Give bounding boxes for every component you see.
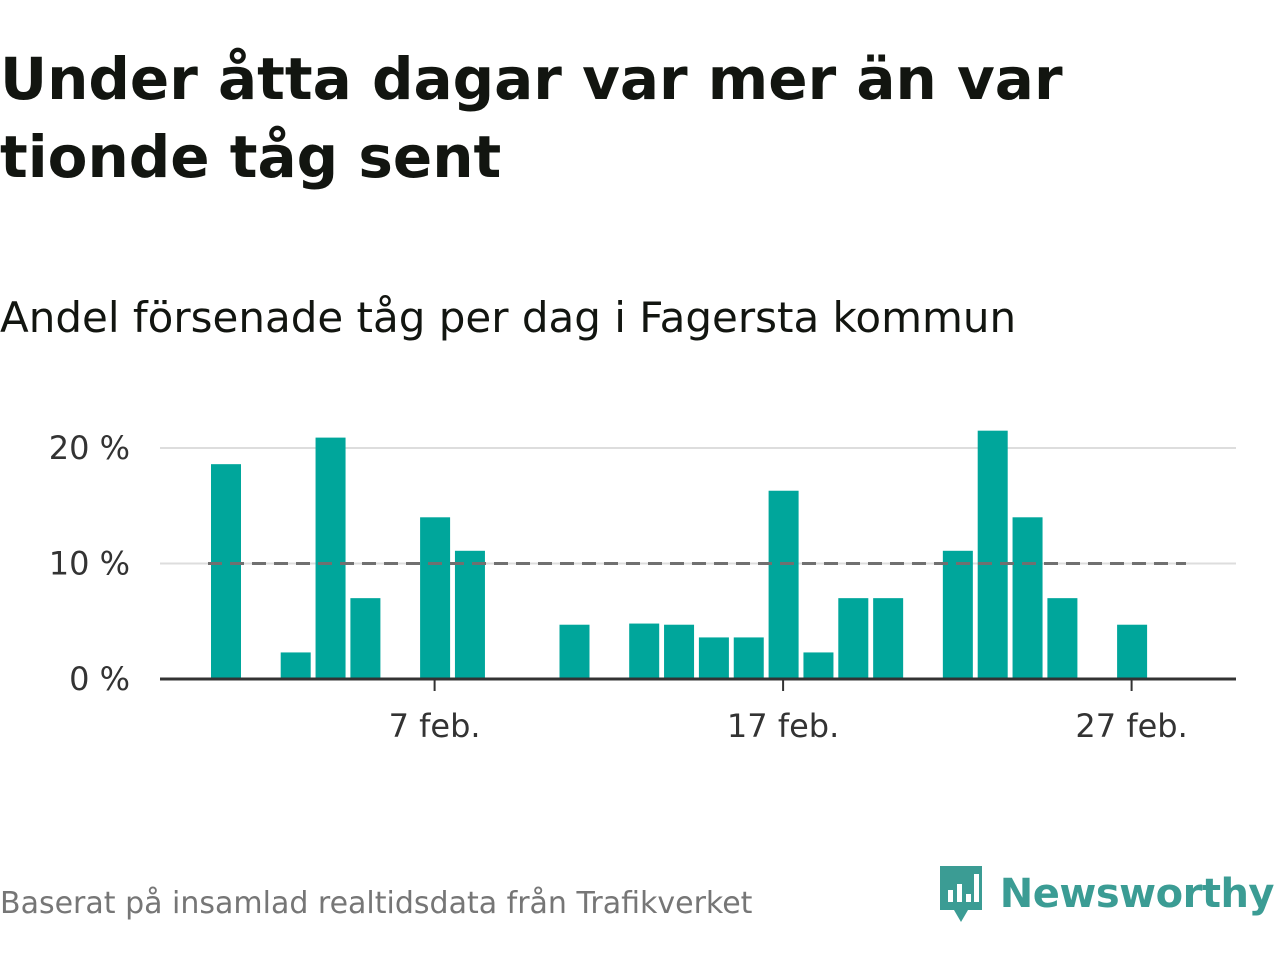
bar-2024-02-18 [803,652,834,679]
bar-2024-02-20 [873,598,904,679]
y-tick-label-1: 10 % [49,545,130,583]
x-tick-label-0: 7 feb. [389,707,481,745]
bar-2024-02-11 [559,624,590,679]
newsworthy-logo-icon [939,866,982,922]
brand-logo[interactable]: Newsworthy [936,864,1275,924]
bar-2024-02-15 [698,637,729,679]
x-tick-label-1: 17 feb. [727,707,839,745]
bar-2024-02-01 [211,464,241,679]
bar-2024-02-27 [1117,624,1148,679]
bar-2024-02-14 [664,624,695,679]
chart-subtitle: Andel försenade tåg per dag i Fagersta k… [0,293,1017,342]
y-tick-label-2: 20 % [49,429,130,467]
bar-2024-02-22 [942,550,973,679]
bar-2024-02-08 [454,550,485,679]
chart-title: Under åtta dagar var mer än var tionde t… [0,45,1063,191]
x-tick-label-2: 27 feb. [1075,707,1187,745]
bar-2024-02-23 [977,430,1008,679]
bar-2024-02-03 [280,652,311,679]
source-note: Baserat på insamlad realtidsdata från Tr… [0,886,753,921]
y-tick-label-0: 0 % [69,660,130,698]
bar-2024-02-13 [629,623,660,679]
bar-2024-02-05 [350,598,381,679]
brand-name: Newsworthy [999,871,1275,917]
bar-2024-02-07 [420,517,451,679]
bar-2024-02-19 [838,598,869,679]
bar-2024-02-04 [315,437,346,679]
bar-2024-02-25 [1047,598,1078,679]
bar-2024-02-16 [733,637,764,679]
bar-2024-02-17 [768,490,799,679]
bar-chart: 0 % 10 % 20 % 7 feb. 17 feb. 27 feb. [49,429,1236,745]
bar-2024-02-24 [1012,517,1043,679]
